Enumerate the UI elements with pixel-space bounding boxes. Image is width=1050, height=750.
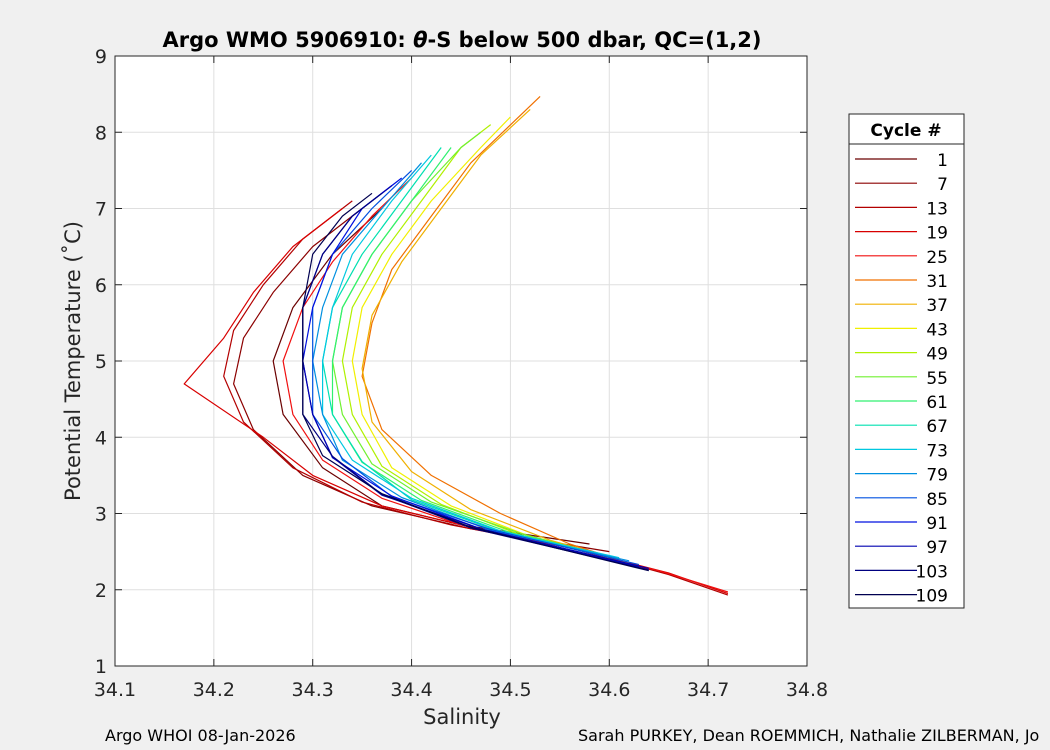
legend-label: 13 xyxy=(926,199,948,219)
legend-box xyxy=(848,113,965,609)
legend-label: 43 xyxy=(926,320,948,340)
legend-label: 1 xyxy=(937,151,948,171)
y-tick-label: 8 xyxy=(95,122,107,144)
x-tick-label: 34.4 xyxy=(390,679,432,701)
chart-title: Argo WMO 5906910: θ-S below 500 dbar, QC… xyxy=(162,28,761,52)
series-line-cycle-31 xyxy=(361,95,630,564)
series-line-cycle-43 xyxy=(351,116,610,559)
x-tick-label: 34.1 xyxy=(94,679,136,701)
y-tick-label: 7 xyxy=(95,199,107,221)
series-line-cycle-61 xyxy=(331,147,610,557)
y-tick-labels: 1 2 3 4 5 6 7 8 9 xyxy=(95,46,107,678)
title-prefix: Argo WMO 5906910: xyxy=(162,28,413,52)
x-tick-label: 34.2 xyxy=(193,679,235,701)
y-tick-label: 3 xyxy=(95,504,107,526)
footer-left: Argo WHOI 08-Jan-2026 xyxy=(105,726,296,745)
legend-label: 31 xyxy=(926,272,948,292)
legend-label: 55 xyxy=(926,369,948,389)
legend-label: 67 xyxy=(926,417,948,437)
series-line-cycle-79 xyxy=(312,162,630,562)
y-axis-label: Potential Temperature (˚C) xyxy=(61,221,85,501)
legend-label: 79 xyxy=(926,466,948,486)
legend: Cycle # 1 7 13 19 25 31 37 43 49 55 61 67 73 79 85 91 97… xyxy=(848,113,965,609)
y-tick-label: 4 xyxy=(95,427,107,449)
y-tick-label: 5 xyxy=(95,351,107,373)
title-theta: θ xyxy=(413,28,427,52)
legend-label: 7 xyxy=(937,175,948,195)
series-line-cycle-73 xyxy=(322,154,620,559)
series-layer xyxy=(183,95,729,596)
legend-label: 103 xyxy=(916,562,948,582)
title-suffix: -S below 500 dbar, QC=(1,2) xyxy=(428,28,762,52)
series-line-cycle-109 xyxy=(302,192,649,572)
legend-label: 109 xyxy=(916,587,948,607)
legend-entries: 1 7 13 19 25 31 37 43 49 55 61 67 73 79 85 91 97 103 109 xyxy=(855,151,948,607)
x-axis-label: Salinity xyxy=(423,705,501,729)
legend-label: 19 xyxy=(926,224,948,244)
legend-label: 25 xyxy=(926,248,948,268)
x-tick-label: 34.7 xyxy=(687,679,729,701)
x-tick-labels: 34.1 34.2 34.3 34.4 34.5 34.6 34.7 34.8 xyxy=(94,679,828,701)
series-line-cycle-85 xyxy=(312,169,640,566)
ticks xyxy=(114,55,808,667)
legend-label: 49 xyxy=(926,345,948,365)
y-tick-label: 2 xyxy=(95,580,107,602)
legend-label: 85 xyxy=(926,490,948,510)
x-tick-label: 34.5 xyxy=(489,679,531,701)
legend-label: 37 xyxy=(926,296,948,316)
legend-label: 73 xyxy=(926,441,948,461)
y-tick-label: 6 xyxy=(95,275,107,297)
legend-label: 61 xyxy=(926,393,948,413)
x-tick-label: 34.8 xyxy=(786,679,828,701)
series-line-cycle-37 xyxy=(361,108,620,560)
series-line-cycle-67 xyxy=(322,147,610,557)
y-tick-label: 9 xyxy=(95,46,107,68)
footer-right: Sarah PURKEY, Dean ROEMMICH, Nathalie ZI… xyxy=(578,726,1040,745)
legend-title: Cycle # xyxy=(870,121,941,141)
x-tick-label: 34.3 xyxy=(292,679,334,701)
legend-label: 97 xyxy=(926,538,948,558)
legend-label: 91 xyxy=(926,514,948,534)
x-tick-label: 34.6 xyxy=(588,679,630,701)
y-tick-label: 1 xyxy=(95,656,107,678)
